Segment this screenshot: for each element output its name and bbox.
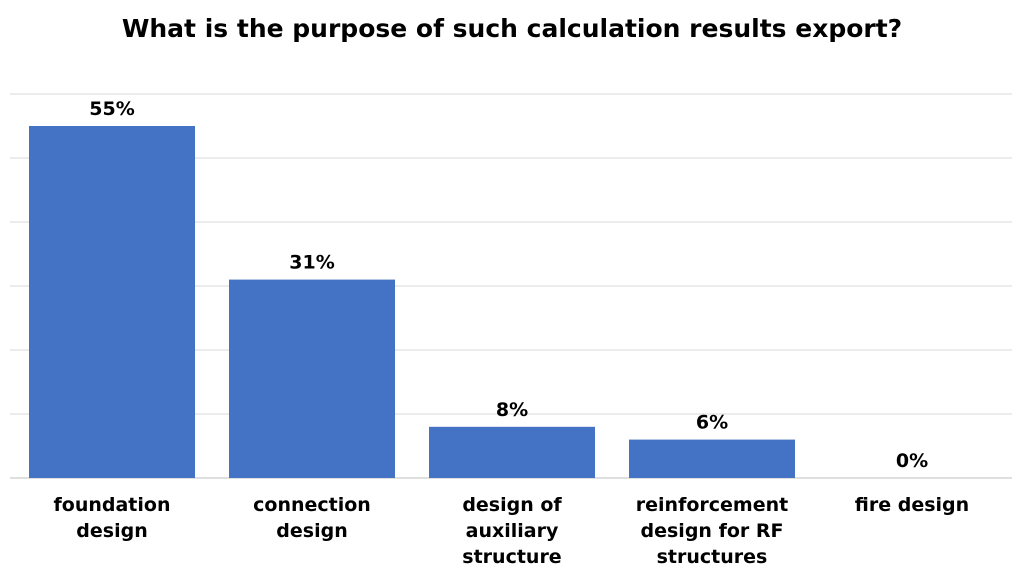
- data-label: 6%: [696, 412, 728, 434]
- category-label: design of: [462, 494, 562, 516]
- chart-title: What is the purpose of such calculation …: [121, 14, 903, 43]
- category-label: reinforcement: [636, 494, 788, 516]
- category-label: structure: [462, 546, 561, 568]
- data-label: 8%: [496, 399, 528, 421]
- bar: [29, 126, 195, 478]
- bar: [229, 279, 395, 478]
- data-label: 0%: [896, 450, 928, 472]
- bar: [429, 426, 595, 478]
- data-label: 31%: [289, 252, 334, 274]
- category-label: design for RF: [641, 520, 784, 542]
- bar: [629, 439, 795, 478]
- category-label: design: [76, 520, 147, 542]
- category-label: fire design: [855, 494, 969, 516]
- category-label: foundation: [54, 494, 171, 516]
- category-label: design: [276, 520, 347, 542]
- category-label: connection: [253, 494, 371, 516]
- category-label: structures: [657, 546, 768, 568]
- category-label: auxiliary: [466, 520, 559, 542]
- data-label: 55%: [89, 98, 134, 120]
